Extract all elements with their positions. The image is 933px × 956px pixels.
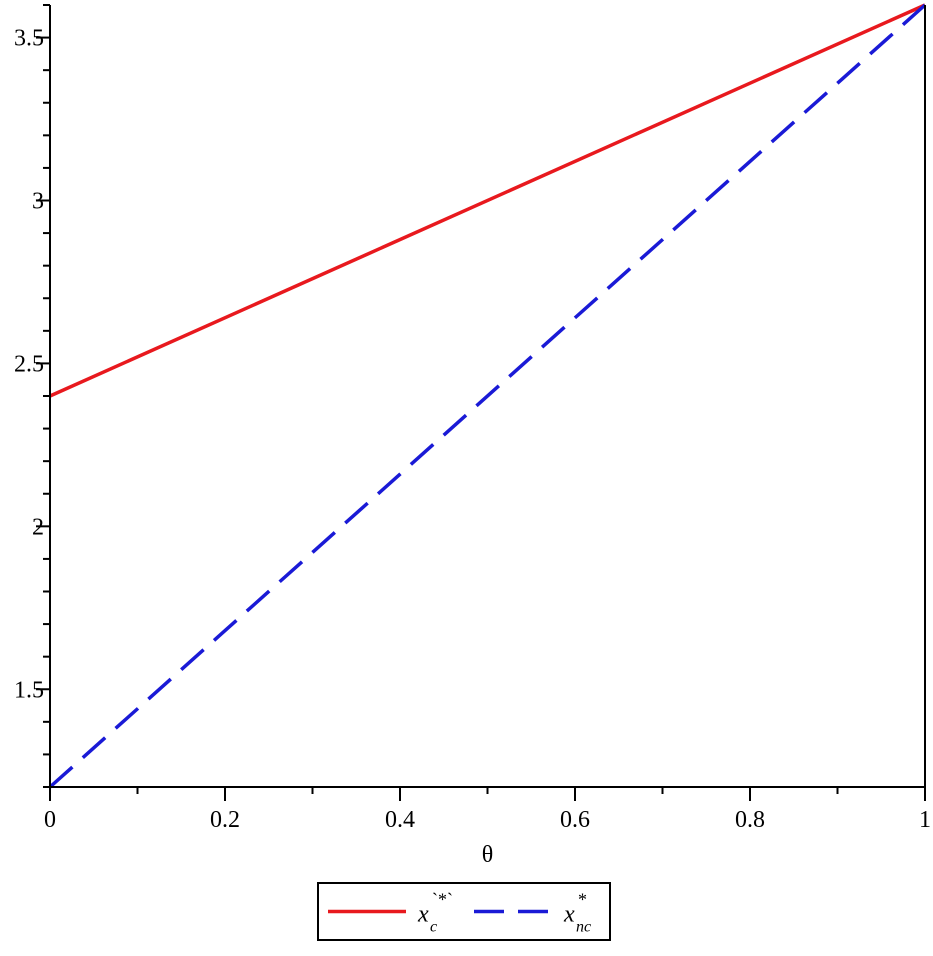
x-tick-label: 1: [919, 807, 931, 833]
series-line-xc: [49, 3, 926, 398]
y-tick-label: 2: [32, 514, 44, 540]
legend-label-sup: *: [578, 890, 587, 910]
legend: x c`*`x nc*: [317, 882, 611, 941]
legend-label-sub: nc: [576, 919, 591, 936]
legend-label-base: x: [563, 902, 575, 928]
x-axis-title: θ: [482, 842, 494, 868]
series-line-xnc: [48, 3, 927, 789]
y-tick-label: 2.5: [14, 351, 44, 377]
y-tick-label: 1.5: [14, 677, 44, 703]
legend-label-base: x: [417, 902, 429, 928]
x-tick-label: 0.8: [735, 807, 765, 833]
x-tick-label: 0.4: [385, 807, 415, 833]
x-tick-label: 0.6: [560, 807, 590, 833]
legend-label-sub: c: [430, 919, 437, 936]
ticks: 0 0.2 0.4 0.6 0.8 1 1.5 2 2.5 3 3.5: [14, 4, 931, 833]
legend-label-sup: `*`: [432, 890, 453, 910]
plot-area: [48, 3, 927, 789]
y-tick-label: 3: [32, 189, 44, 215]
x-tick-label: 0.2: [210, 807, 240, 833]
x-tick-label: 0: [44, 807, 56, 833]
y-tick-label: 3.5: [14, 26, 44, 52]
